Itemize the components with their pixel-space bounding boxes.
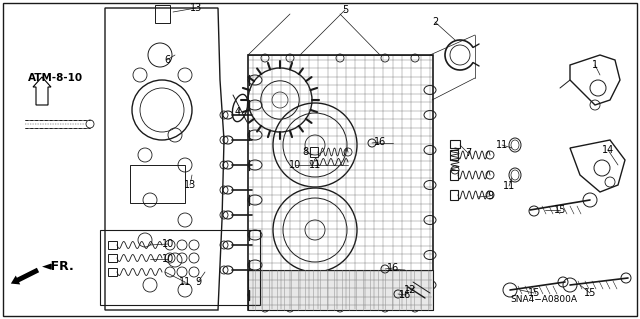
- Text: 15: 15: [528, 288, 540, 298]
- Text: 9: 9: [195, 277, 201, 287]
- Text: 15: 15: [554, 205, 566, 215]
- Text: 14: 14: [602, 145, 614, 155]
- Bar: [248, 55, 433, 310]
- Bar: [450, 150, 458, 160]
- Text: 16: 16: [374, 137, 386, 147]
- Text: 8: 8: [302, 147, 308, 157]
- Text: 15: 15: [584, 288, 596, 298]
- Bar: [108, 268, 117, 276]
- Bar: [450, 140, 460, 148]
- Text: 13: 13: [190, 3, 202, 13]
- Text: 11: 11: [309, 160, 321, 170]
- Text: 7: 7: [465, 148, 471, 158]
- Bar: [108, 254, 117, 262]
- Text: 10: 10: [289, 160, 301, 170]
- Text: 12: 12: [404, 285, 416, 295]
- Text: ◄FR.: ◄FR.: [42, 261, 75, 273]
- Bar: [450, 170, 458, 180]
- Bar: [130, 165, 185, 203]
- FancyArrow shape: [33, 77, 51, 105]
- Text: 6: 6: [164, 55, 170, 65]
- Text: 16: 16: [399, 290, 411, 300]
- Text: 9: 9: [487, 191, 493, 201]
- FancyArrow shape: [11, 268, 39, 285]
- Text: 1: 1: [592, 60, 598, 70]
- Text: SNA4−A0800A: SNA4−A0800A: [510, 295, 577, 305]
- Bar: [248, 270, 433, 310]
- Bar: [100, 230, 260, 305]
- Bar: [310, 147, 318, 157]
- Bar: [108, 241, 117, 249]
- Text: 10: 10: [162, 239, 174, 249]
- Bar: [155, 5, 170, 23]
- Text: 11: 11: [496, 140, 508, 150]
- Text: 5: 5: [342, 5, 348, 15]
- Text: 16: 16: [387, 263, 399, 273]
- Text: 13: 13: [184, 180, 196, 190]
- Text: 10: 10: [162, 254, 174, 264]
- Text: 11: 11: [503, 181, 515, 191]
- Text: 2: 2: [432, 17, 438, 27]
- Bar: [450, 190, 458, 200]
- Text: ATM-8-10: ATM-8-10: [28, 73, 83, 83]
- Text: 4: 4: [235, 107, 241, 117]
- Text: 11: 11: [179, 277, 191, 287]
